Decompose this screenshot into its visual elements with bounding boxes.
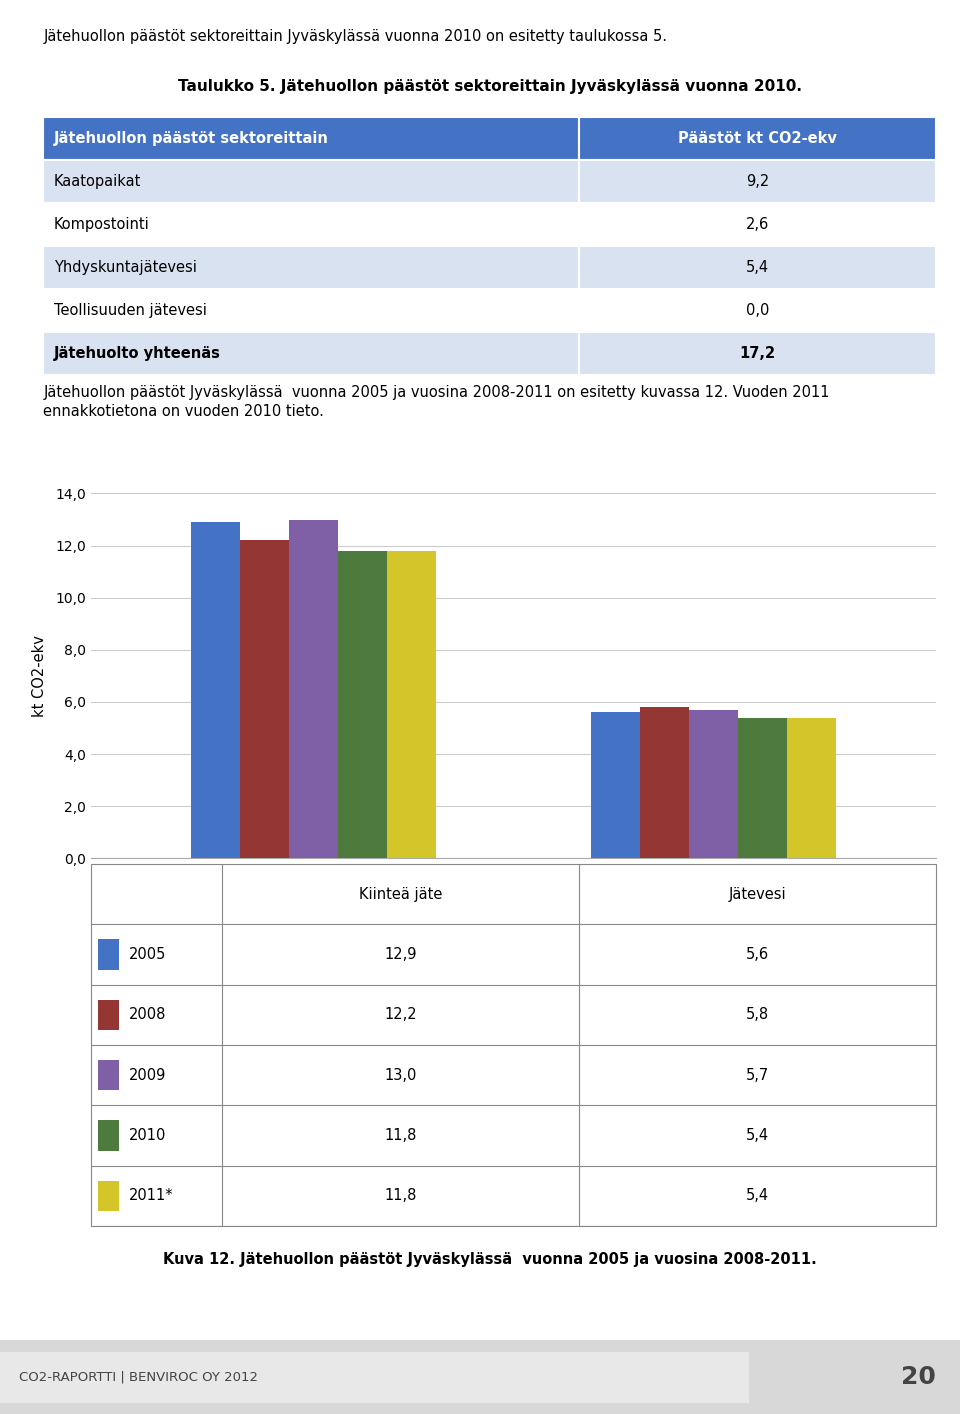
Bar bbox=[338, 551, 387, 858]
Bar bbox=[43, 246, 579, 288]
Text: 12,9: 12,9 bbox=[385, 947, 417, 962]
Text: Jätehuollon päästöt Jyväskylässä  vuonna 2005 ja vuosina 2008-2011 on esitetty k: Jätehuollon päästöt Jyväskylässä vuonna … bbox=[43, 385, 829, 420]
Bar bbox=[98, 1060, 119, 1090]
Bar bbox=[98, 1120, 119, 1151]
Text: Jätehuollon päästöt sektoreittain: Jätehuollon päästöt sektoreittain bbox=[54, 132, 328, 146]
Bar bbox=[43, 160, 579, 204]
Text: 9,2: 9,2 bbox=[746, 174, 769, 189]
Text: 17,2: 17,2 bbox=[739, 346, 776, 361]
Text: 5,4: 5,4 bbox=[746, 260, 769, 274]
Bar bbox=[579, 246, 936, 288]
Text: Teollisuuden jätevesi: Teollisuuden jätevesi bbox=[54, 303, 206, 318]
Text: Taulukko 5. Jätehuollon päästöt sektoreittain Jyväskylässä vuonna 2010.: Taulukko 5. Jätehuollon päästöt sektorei… bbox=[178, 79, 802, 95]
Bar bbox=[579, 204, 936, 246]
Text: 5,4: 5,4 bbox=[746, 1128, 769, 1143]
Bar bbox=[240, 540, 289, 858]
Bar bbox=[43, 332, 579, 375]
Text: Jätehuolto yhteenäs: Jätehuolto yhteenäs bbox=[54, 346, 221, 361]
Bar bbox=[689, 710, 738, 858]
Text: 2,6: 2,6 bbox=[746, 218, 769, 232]
Text: Kaatopaikat: Kaatopaikat bbox=[54, 174, 141, 189]
Bar bbox=[579, 160, 936, 204]
Text: Jätevesi: Jätevesi bbox=[729, 887, 786, 902]
Text: 5,6: 5,6 bbox=[746, 947, 769, 962]
Bar bbox=[43, 288, 579, 332]
Bar bbox=[43, 204, 579, 246]
Text: 2005: 2005 bbox=[130, 947, 167, 962]
Bar bbox=[579, 288, 936, 332]
Bar bbox=[787, 717, 836, 858]
Bar bbox=[0, 1352, 749, 1403]
Bar bbox=[98, 1181, 119, 1210]
Text: Jätehuollon päästöt sektoreittain Jyväskylässä vuonna 2010 on esitetty taulukoss: Jätehuollon päästöt sektoreittain Jyväsk… bbox=[43, 28, 667, 44]
Text: 11,8: 11,8 bbox=[385, 1128, 417, 1143]
Bar bbox=[591, 713, 640, 858]
Text: 0,0: 0,0 bbox=[746, 303, 769, 318]
Text: 2009: 2009 bbox=[130, 1068, 167, 1083]
Bar bbox=[98, 1000, 119, 1029]
Text: Kuva 12. Jätehuollon päästöt Jyväskylässä  vuonna 2005 ja vuosina 2008-2011.: Kuva 12. Jätehuollon päästöt Jyväskyläss… bbox=[163, 1253, 816, 1267]
Text: 12,2: 12,2 bbox=[385, 1007, 418, 1022]
Text: Kompostointi: Kompostointi bbox=[54, 218, 150, 232]
Bar bbox=[579, 117, 936, 160]
Text: Päästöt kt CO2-ekv: Päästöt kt CO2-ekv bbox=[678, 132, 837, 146]
Text: CO2-RAPORTTI | BENVIROC OY 2012: CO2-RAPORTTI | BENVIROC OY 2012 bbox=[19, 1370, 258, 1384]
Text: 13,0: 13,0 bbox=[385, 1068, 417, 1083]
Bar bbox=[387, 551, 436, 858]
Bar bbox=[289, 519, 338, 858]
Text: 2008: 2008 bbox=[130, 1007, 167, 1022]
Text: Kiinteä jäte: Kiinteä jäte bbox=[359, 887, 443, 902]
Text: Yhdyskuntajätevesi: Yhdyskuntajätevesi bbox=[54, 260, 197, 274]
Bar bbox=[98, 939, 119, 970]
Bar bbox=[738, 717, 787, 858]
Bar bbox=[640, 707, 689, 858]
Text: 2010: 2010 bbox=[130, 1128, 167, 1143]
Y-axis label: kt CO2-ekv: kt CO2-ekv bbox=[33, 635, 47, 717]
Text: 2011*: 2011* bbox=[130, 1188, 174, 1203]
Text: 20: 20 bbox=[901, 1366, 936, 1389]
Bar bbox=[191, 522, 240, 858]
Text: 5,7: 5,7 bbox=[746, 1068, 769, 1083]
Bar bbox=[579, 332, 936, 375]
Text: 5,4: 5,4 bbox=[746, 1188, 769, 1203]
Bar bbox=[43, 117, 579, 160]
Text: 11,8: 11,8 bbox=[385, 1188, 417, 1203]
Text: 5,8: 5,8 bbox=[746, 1007, 769, 1022]
